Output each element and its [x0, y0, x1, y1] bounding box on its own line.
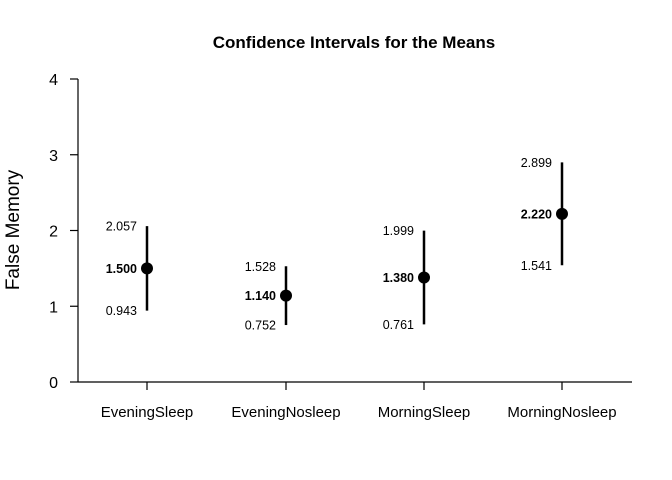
- mean-point: [280, 289, 292, 302]
- ci-group-morningnosleep: 2.899 2.220 1.541: [521, 156, 568, 273]
- y-tick-label: 0: [49, 375, 58, 392]
- y-axis-label: False Memory: [3, 169, 24, 290]
- mean-point: [141, 262, 153, 275]
- lower-value-label: 0.752: [245, 319, 276, 333]
- mean-value-label: 2.220: [521, 207, 552, 221]
- ci-group-eveningsleep: 2.057 1.500 0.943: [106, 220, 153, 318]
- x-tick-label: MorningSleep: [378, 404, 471, 421]
- upper-value-label: 2.057: [106, 220, 137, 234]
- y-tick-label: 4: [49, 72, 58, 89]
- x-tick-label: EveningSleep: [101, 404, 194, 421]
- y-tick-label: 3: [49, 148, 58, 165]
- x-tick-label: MorningNosleep: [507, 404, 616, 421]
- axes: 0 1 2 3 4 EveningSleep EveningNosleep MorningSl…: [49, 72, 632, 421]
- upper-value-label: 2.899: [521, 156, 552, 170]
- mean-value-label: 1.140: [245, 289, 276, 303]
- mean-value-label: 1.500: [106, 262, 137, 276]
- y-tick-label: 1: [49, 299, 58, 316]
- upper-value-label: 1.999: [383, 224, 414, 238]
- y-tick-label: 2: [49, 224, 58, 241]
- upper-value-label: 1.528: [245, 260, 276, 274]
- mean-point: [556, 207, 568, 220]
- chart-title: Confidence Intervals for the Means: [213, 33, 495, 52]
- x-tick-label: EveningNosleep: [231, 404, 340, 421]
- mean-point: [418, 271, 430, 284]
- ci-group-morningsleep: 1.999 1.380 0.761: [383, 224, 430, 332]
- lower-value-label: 0.761: [383, 318, 414, 332]
- lower-value-label: 0.943: [106, 304, 137, 318]
- chart-marks: 2.057 1.500 0.943 1.528 1.140 0.752 1.999 1.380…: [106, 156, 568, 333]
- lower-value-label: 1.541: [521, 259, 552, 273]
- ci-group-eveningnosleep: 1.528 1.140 0.752: [245, 260, 292, 333]
- mean-value-label: 1.380: [383, 271, 414, 285]
